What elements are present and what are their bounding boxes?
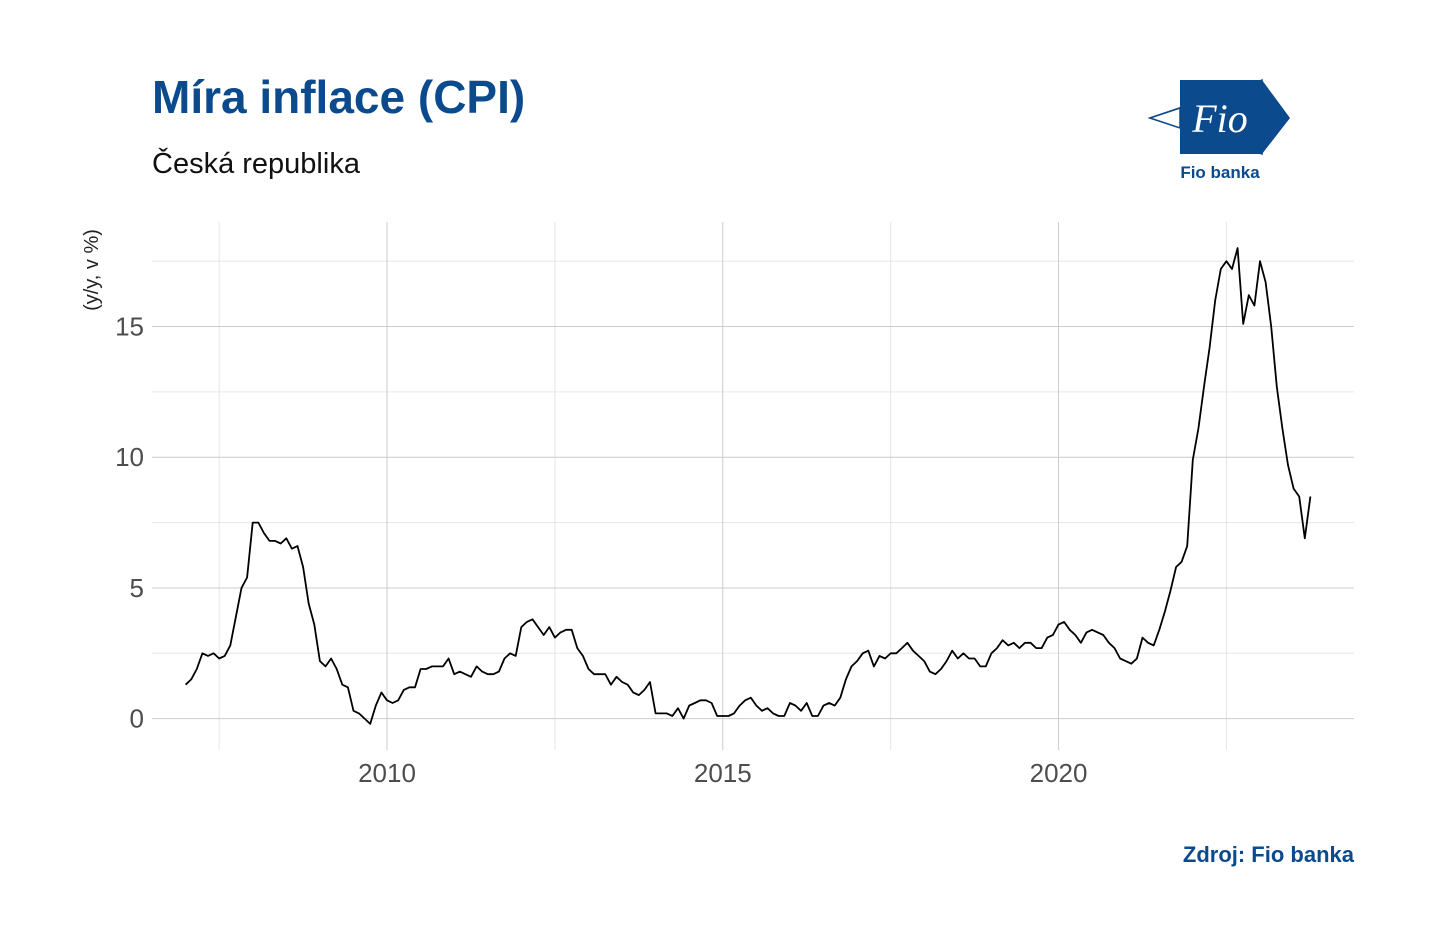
y-tick-label: 5 xyxy=(130,573,144,603)
y-tick-label: 10 xyxy=(115,442,144,472)
logo-wordmark: Fio xyxy=(1191,96,1248,141)
y-tick-label: 15 xyxy=(115,312,144,342)
grid-major-lines xyxy=(152,222,1354,750)
chart-subtitle: Česká republika xyxy=(152,148,360,180)
x-tick-label: 2010 xyxy=(358,758,416,788)
y-axis-label: (y/y, v %) xyxy=(81,229,103,311)
source-note: Zdroj: Fio banka xyxy=(1182,842,1354,867)
grid-minor-lines xyxy=(152,222,1354,750)
chart-title: Míra inflace (CPI) xyxy=(152,71,526,123)
logo-flag-shape xyxy=(1180,80,1290,154)
x-tick-label: 2015 xyxy=(694,758,752,788)
inflation-series-line xyxy=(184,247,1312,725)
logo-triangle-inner xyxy=(1147,106,1181,130)
y-axis-tick-labels: 0 5 10 15 xyxy=(115,312,144,734)
fio-banka-logo: Fio Fio banka xyxy=(1147,78,1290,182)
y-tick-label: 0 xyxy=(130,704,144,734)
x-axis-tick-labels: 2010 2015 2020 xyxy=(358,758,1087,788)
x-tick-label: 2020 xyxy=(1030,758,1088,788)
logo-caption: Fio banka xyxy=(1180,163,1260,182)
